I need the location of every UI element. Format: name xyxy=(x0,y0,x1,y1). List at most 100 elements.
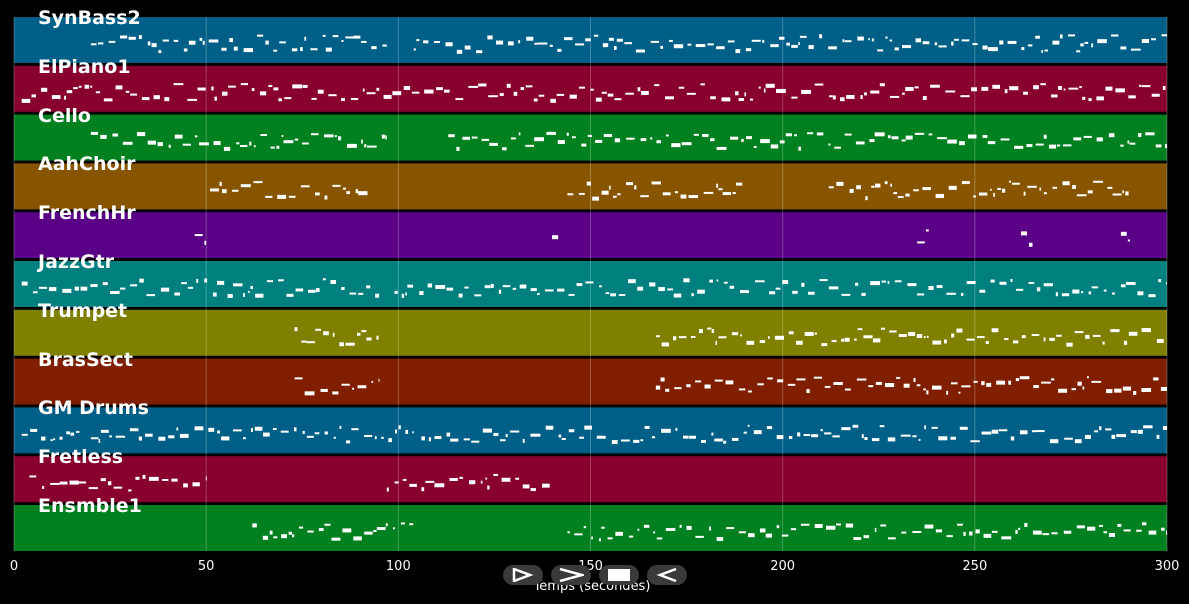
note xyxy=(300,185,310,188)
note xyxy=(601,190,609,195)
note xyxy=(686,92,696,95)
note xyxy=(533,98,538,102)
track-label: Cello xyxy=(38,104,91,127)
rewind-button[interactable] xyxy=(647,565,687,585)
note xyxy=(791,96,798,99)
note-layer xyxy=(21,34,1167,542)
note xyxy=(557,288,565,292)
gridlines xyxy=(13,17,1168,551)
note xyxy=(1160,386,1167,391)
note xyxy=(1115,88,1125,93)
note xyxy=(603,133,613,137)
note xyxy=(281,134,284,137)
stop-button[interactable] xyxy=(599,565,639,585)
note xyxy=(991,429,999,434)
note xyxy=(411,91,420,94)
note xyxy=(41,436,46,441)
note xyxy=(400,522,405,525)
note xyxy=(946,292,956,295)
note xyxy=(948,185,957,190)
note xyxy=(959,141,965,146)
note xyxy=(846,94,855,99)
note xyxy=(239,144,248,147)
note xyxy=(875,183,881,188)
note xyxy=(595,139,603,143)
note xyxy=(598,538,602,542)
track-label: JazzGtr xyxy=(38,251,115,273)
note xyxy=(971,87,977,92)
note xyxy=(481,138,490,141)
note xyxy=(1120,144,1124,147)
note xyxy=(611,440,618,445)
note xyxy=(40,87,48,92)
note xyxy=(718,188,723,191)
note xyxy=(518,132,521,136)
note xyxy=(766,426,773,430)
note xyxy=(1145,132,1155,136)
note xyxy=(21,281,28,286)
note xyxy=(90,85,93,88)
note xyxy=(905,193,910,197)
note xyxy=(814,332,818,335)
note xyxy=(1008,380,1012,385)
note xyxy=(695,535,704,538)
note xyxy=(924,524,934,529)
forward-button[interactable] xyxy=(551,565,591,585)
note xyxy=(1033,385,1039,389)
note xyxy=(637,87,641,92)
note xyxy=(856,378,867,381)
note xyxy=(1110,34,1119,37)
note xyxy=(967,134,977,139)
note xyxy=(59,481,68,485)
note xyxy=(315,328,322,331)
note xyxy=(1093,180,1104,183)
note xyxy=(779,36,785,40)
note xyxy=(323,331,329,336)
note xyxy=(938,436,948,441)
note xyxy=(1007,40,1017,44)
note xyxy=(992,84,1001,89)
play-button[interactable] xyxy=(503,565,543,585)
note xyxy=(371,46,377,50)
note xyxy=(982,134,988,138)
note xyxy=(699,329,703,334)
note xyxy=(937,137,947,140)
note xyxy=(260,134,267,137)
note xyxy=(268,85,273,88)
note xyxy=(221,47,227,51)
note xyxy=(171,478,178,482)
note xyxy=(739,290,750,294)
note xyxy=(277,194,287,199)
note xyxy=(176,427,179,431)
note xyxy=(490,283,494,288)
note xyxy=(328,94,337,97)
note xyxy=(801,282,805,287)
note xyxy=(628,535,634,538)
note xyxy=(689,435,697,439)
note xyxy=(711,329,714,334)
note xyxy=(785,133,792,137)
note xyxy=(1098,524,1103,527)
note xyxy=(1137,291,1144,296)
note xyxy=(833,381,843,385)
note xyxy=(1003,338,1009,341)
note xyxy=(496,40,504,45)
note xyxy=(811,434,819,438)
note xyxy=(665,96,674,100)
note xyxy=(602,43,609,48)
note xyxy=(471,136,478,139)
note xyxy=(868,38,870,41)
note xyxy=(1116,434,1127,438)
note xyxy=(183,483,188,488)
note xyxy=(1049,439,1059,444)
note xyxy=(1059,34,1063,39)
note xyxy=(891,136,899,140)
note xyxy=(961,181,970,185)
note xyxy=(747,424,750,427)
note xyxy=(59,436,63,440)
note xyxy=(1148,530,1157,535)
note xyxy=(339,425,342,429)
note xyxy=(480,480,483,484)
note xyxy=(294,377,303,380)
note xyxy=(931,426,938,429)
